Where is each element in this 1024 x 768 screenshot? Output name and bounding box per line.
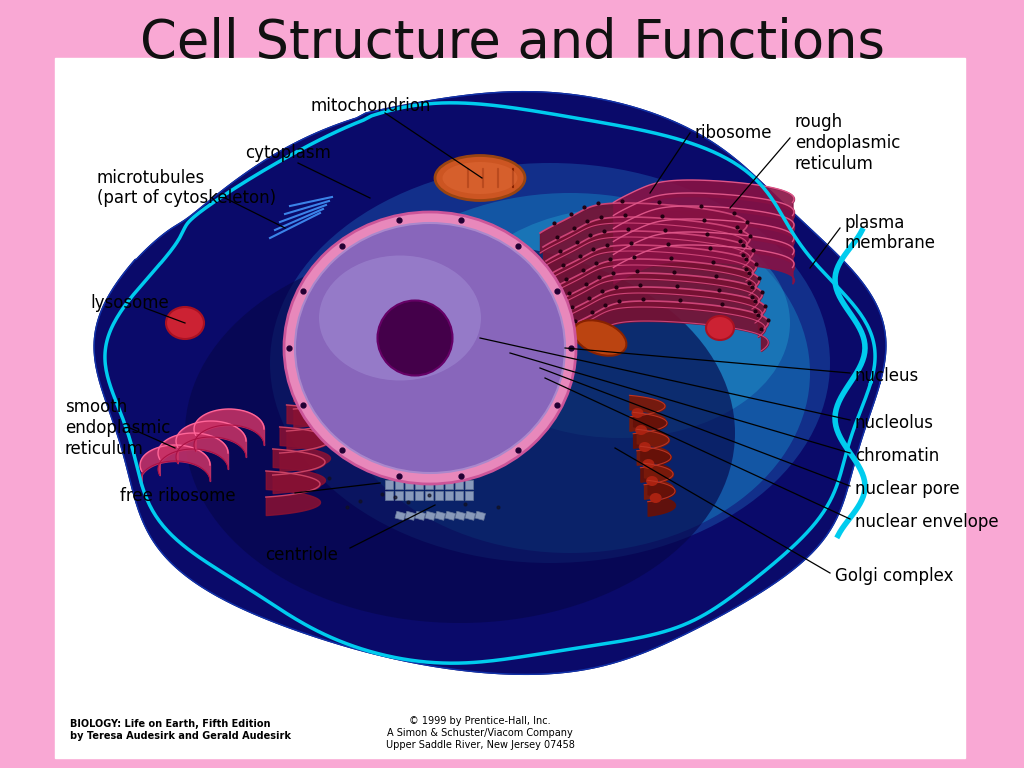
Text: mitochondrion: mitochondrion [310, 97, 430, 115]
Ellipse shape [284, 212, 575, 484]
Ellipse shape [649, 493, 662, 503]
Text: microtubules
(part of cytoskeleton): microtubules (part of cytoskeleton) [97, 169, 276, 207]
Bar [395, 491, 403, 500]
Ellipse shape [646, 476, 658, 486]
Text: smooth
endoplasmic
reticulum: smooth endoplasmic reticulum [65, 398, 170, 458]
Bar [395, 480, 403, 489]
Ellipse shape [330, 193, 810, 553]
Text: Golgi complex: Golgi complex [835, 567, 953, 585]
Ellipse shape [635, 425, 647, 435]
Ellipse shape [295, 223, 565, 473]
Text: lysosome: lysosome [90, 294, 169, 312]
Text: nucleus: nucleus [855, 367, 920, 385]
Ellipse shape [435, 155, 525, 200]
Ellipse shape [632, 408, 643, 418]
Text: centriole: centriole [265, 546, 338, 564]
Text: chromatin: chromatin [855, 447, 939, 465]
Bar [435, 480, 443, 489]
Bar [415, 480, 423, 489]
Text: cytoplasm: cytoplasm [245, 144, 331, 162]
Ellipse shape [378, 300, 453, 376]
Bar [385, 491, 393, 500]
Ellipse shape [442, 162, 517, 194]
Polygon shape [94, 91, 886, 674]
Bar [435, 511, 445, 521]
Bar [55, 58, 965, 758]
Ellipse shape [450, 208, 790, 438]
Bar [425, 511, 435, 521]
Bar [465, 511, 475, 521]
Bar [465, 491, 473, 500]
Bar [445, 511, 456, 521]
Ellipse shape [706, 316, 734, 340]
Bar [406, 491, 413, 500]
Text: © 1999 by Prentice-Hall, Inc.
A Simon & Schuster/Viacom Company
Upper Saddle Riv: © 1999 by Prentice-Hall, Inc. A Simon & … [386, 717, 574, 750]
Text: plasma
membrane: plasma membrane [845, 214, 936, 253]
Text: nuclear envelope: nuclear envelope [855, 513, 998, 531]
Bar [406, 480, 413, 489]
Text: free ribosome: free ribosome [120, 487, 236, 505]
Text: nucleolus: nucleolus [855, 414, 934, 432]
Bar [465, 480, 473, 489]
Bar [455, 511, 466, 521]
Text: Cell Structure and Functions: Cell Structure and Functions [139, 17, 885, 69]
Bar [445, 480, 453, 489]
Bar [395, 511, 406, 521]
Bar [406, 511, 416, 521]
Ellipse shape [185, 243, 735, 623]
Bar [415, 491, 423, 500]
Bar [385, 480, 393, 489]
Text: ribosome: ribosome [695, 124, 772, 142]
Text: BIOLOGY: Life on Earth, Fifth Edition
by Teresa Audesirk and Gerald Audesirk: BIOLOGY: Life on Earth, Fifth Edition by… [70, 719, 291, 741]
Ellipse shape [319, 256, 481, 380]
Bar [445, 491, 453, 500]
Bar [475, 511, 485, 521]
Text: rough
endoplasmic
reticulum: rough endoplasmic reticulum [795, 113, 900, 173]
Bar [455, 491, 463, 500]
Ellipse shape [166, 307, 204, 339]
Bar [435, 491, 443, 500]
Ellipse shape [642, 459, 654, 469]
Ellipse shape [270, 163, 830, 563]
Bar [415, 511, 426, 521]
Bar [425, 480, 433, 489]
Text: nuclear pore: nuclear pore [855, 480, 959, 498]
Bar [425, 491, 433, 500]
Bar [455, 480, 463, 489]
Ellipse shape [639, 442, 651, 452]
Ellipse shape [573, 320, 627, 356]
